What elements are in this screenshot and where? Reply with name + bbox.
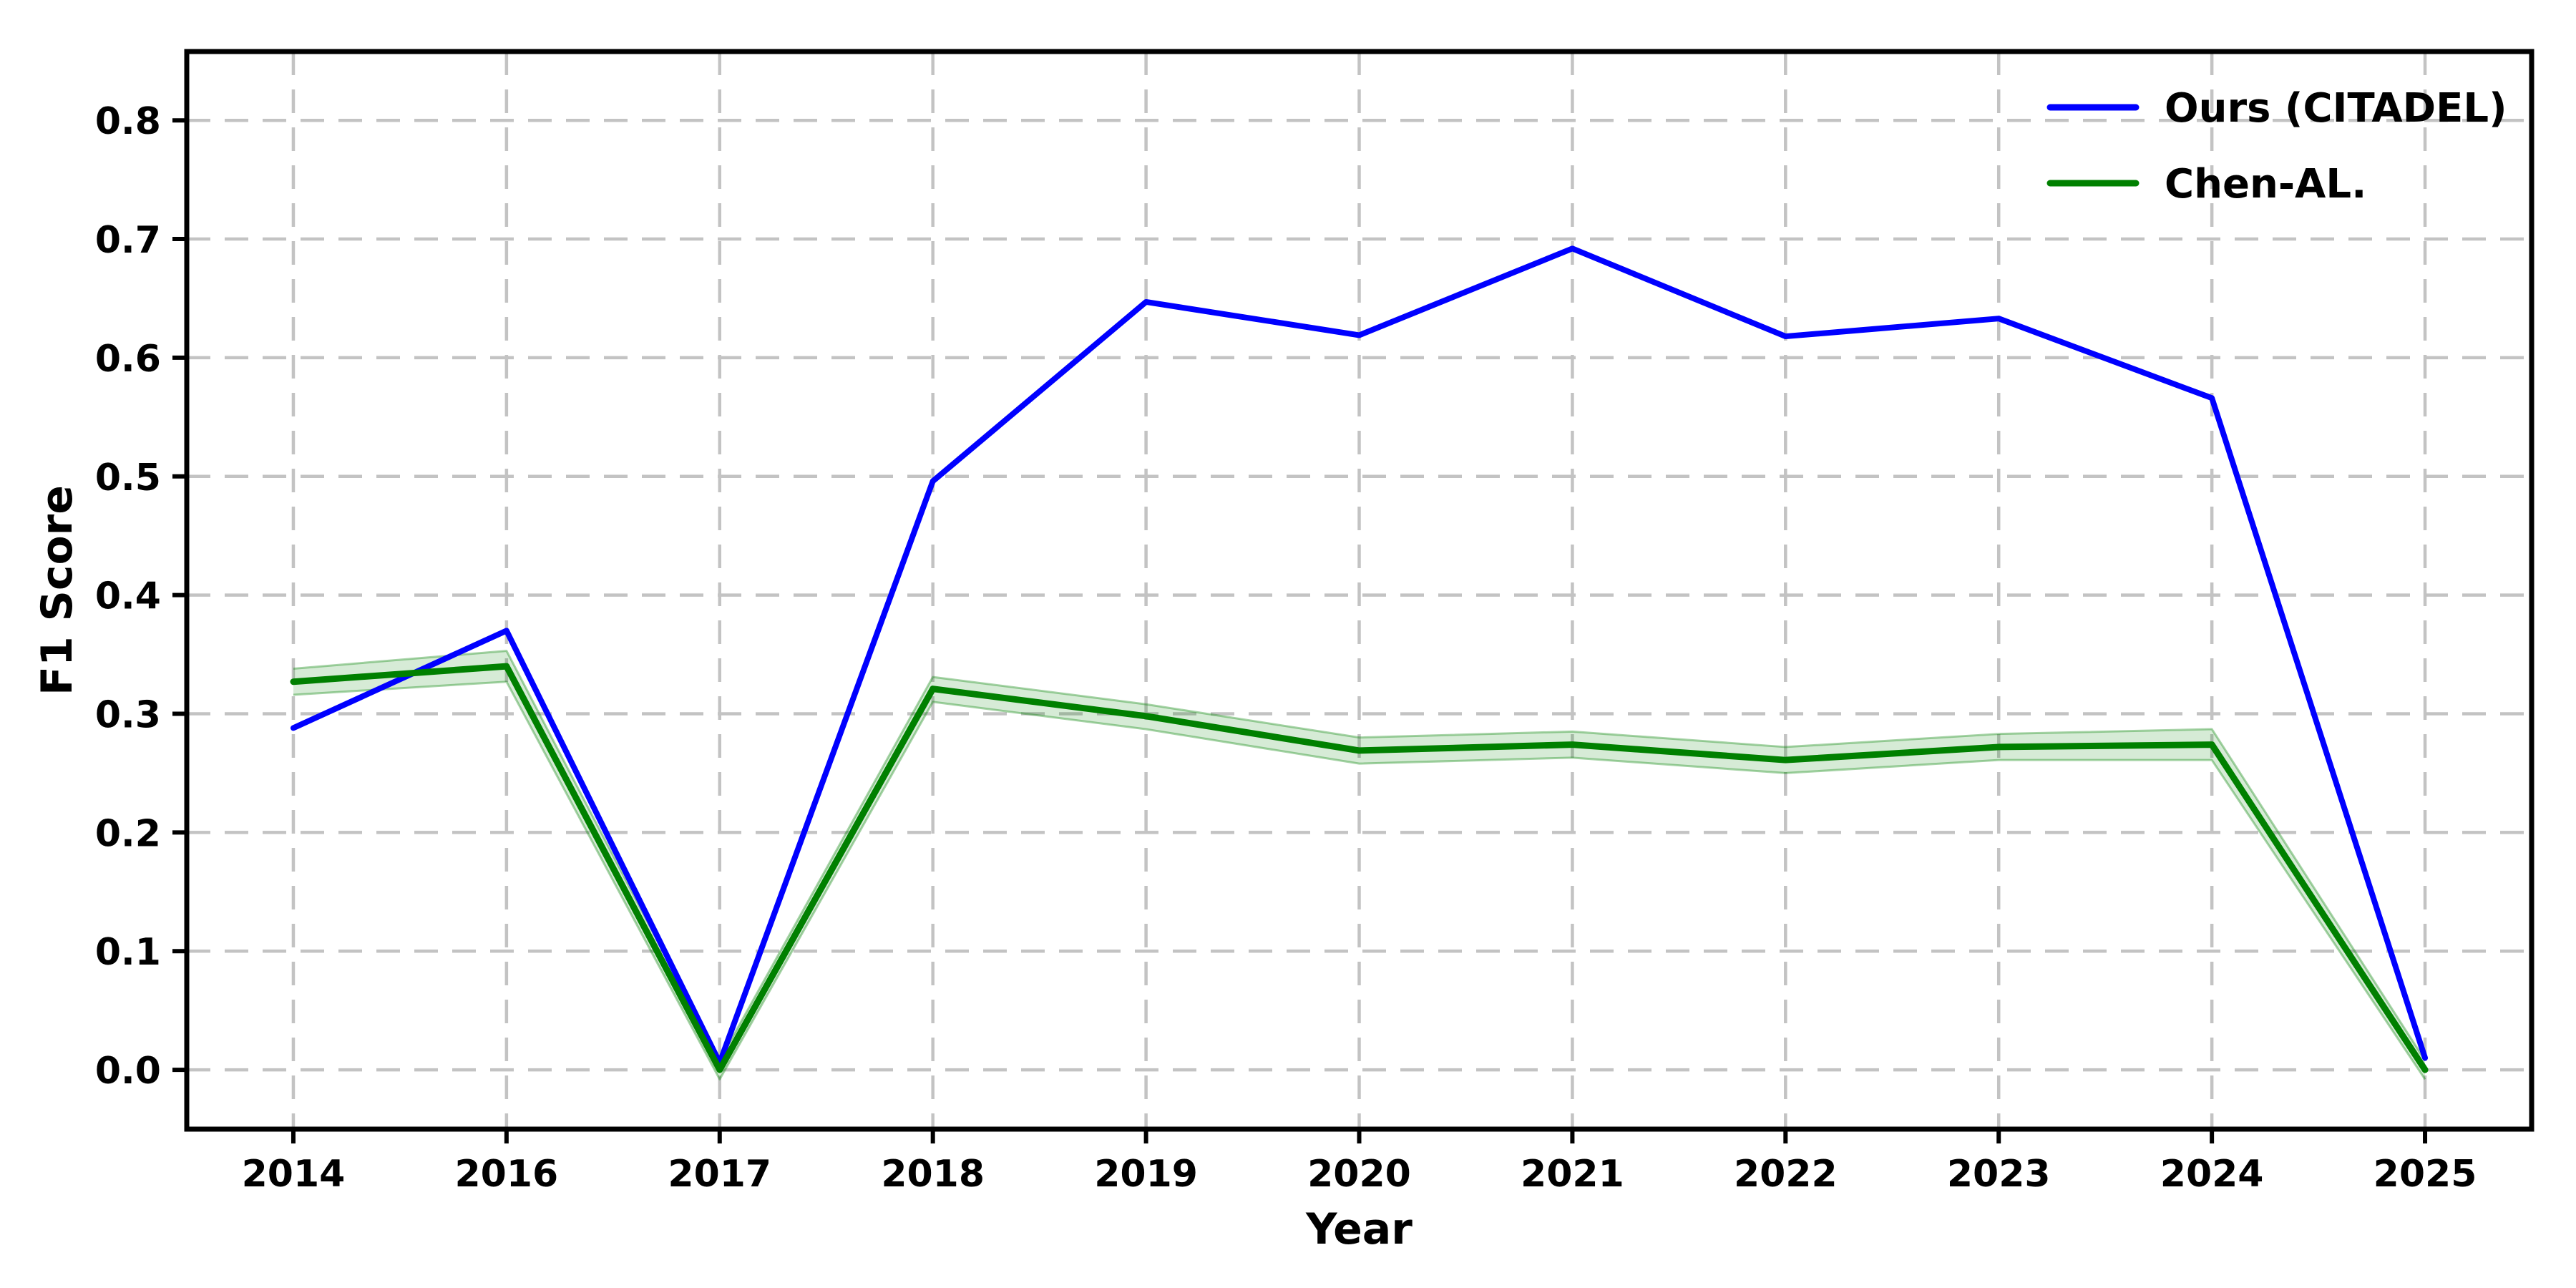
y-tick-label: 0.8: [95, 100, 161, 143]
x-tick-label: 2021: [1521, 1153, 1624, 1196]
x-tick-label: 2016: [454, 1153, 558, 1196]
x-tick-label: 2020: [1307, 1153, 1411, 1196]
confidence-band: [293, 650, 2426, 1080]
y-tick-label: 0.0: [95, 1050, 161, 1093]
legend-label-ours: Ours (CITADEL): [2165, 85, 2507, 132]
series-line-chen: [290, 663, 2429, 1073]
y-tick-label: 0.6: [95, 338, 161, 381]
x-tick-label: 2017: [668, 1153, 771, 1196]
x-tick-label: 2018: [881, 1153, 985, 1196]
x-tick-label: 2014: [242, 1153, 346, 1196]
y-tick-label: 0.3: [95, 693, 161, 736]
y-tick-label: 0.4: [95, 575, 161, 618]
x-tick-label: 2025: [2373, 1153, 2477, 1196]
x-axis-label: Year: [1305, 1204, 1413, 1254]
y-tick-label: 0.2: [95, 812, 161, 855]
y-tick-label: 0.7: [95, 219, 161, 262]
confidence-band-lower-edge: [293, 680, 2426, 1080]
x-tick-label: 2022: [1734, 1153, 1838, 1196]
series-line-ours: [290, 245, 2429, 1066]
x-tick-label: 2024: [2160, 1153, 2264, 1196]
y-axis-label: F1 Score: [32, 485, 82, 696]
y-tick-label: 0.5: [95, 457, 161, 499]
legend-label-chen: Chen-AL.: [2165, 161, 2366, 208]
x-tick-label: 2023: [1947, 1153, 2051, 1196]
x-tick-label: 2019: [1094, 1153, 1198, 1196]
y-tick-label: 0.1: [95, 931, 161, 974]
